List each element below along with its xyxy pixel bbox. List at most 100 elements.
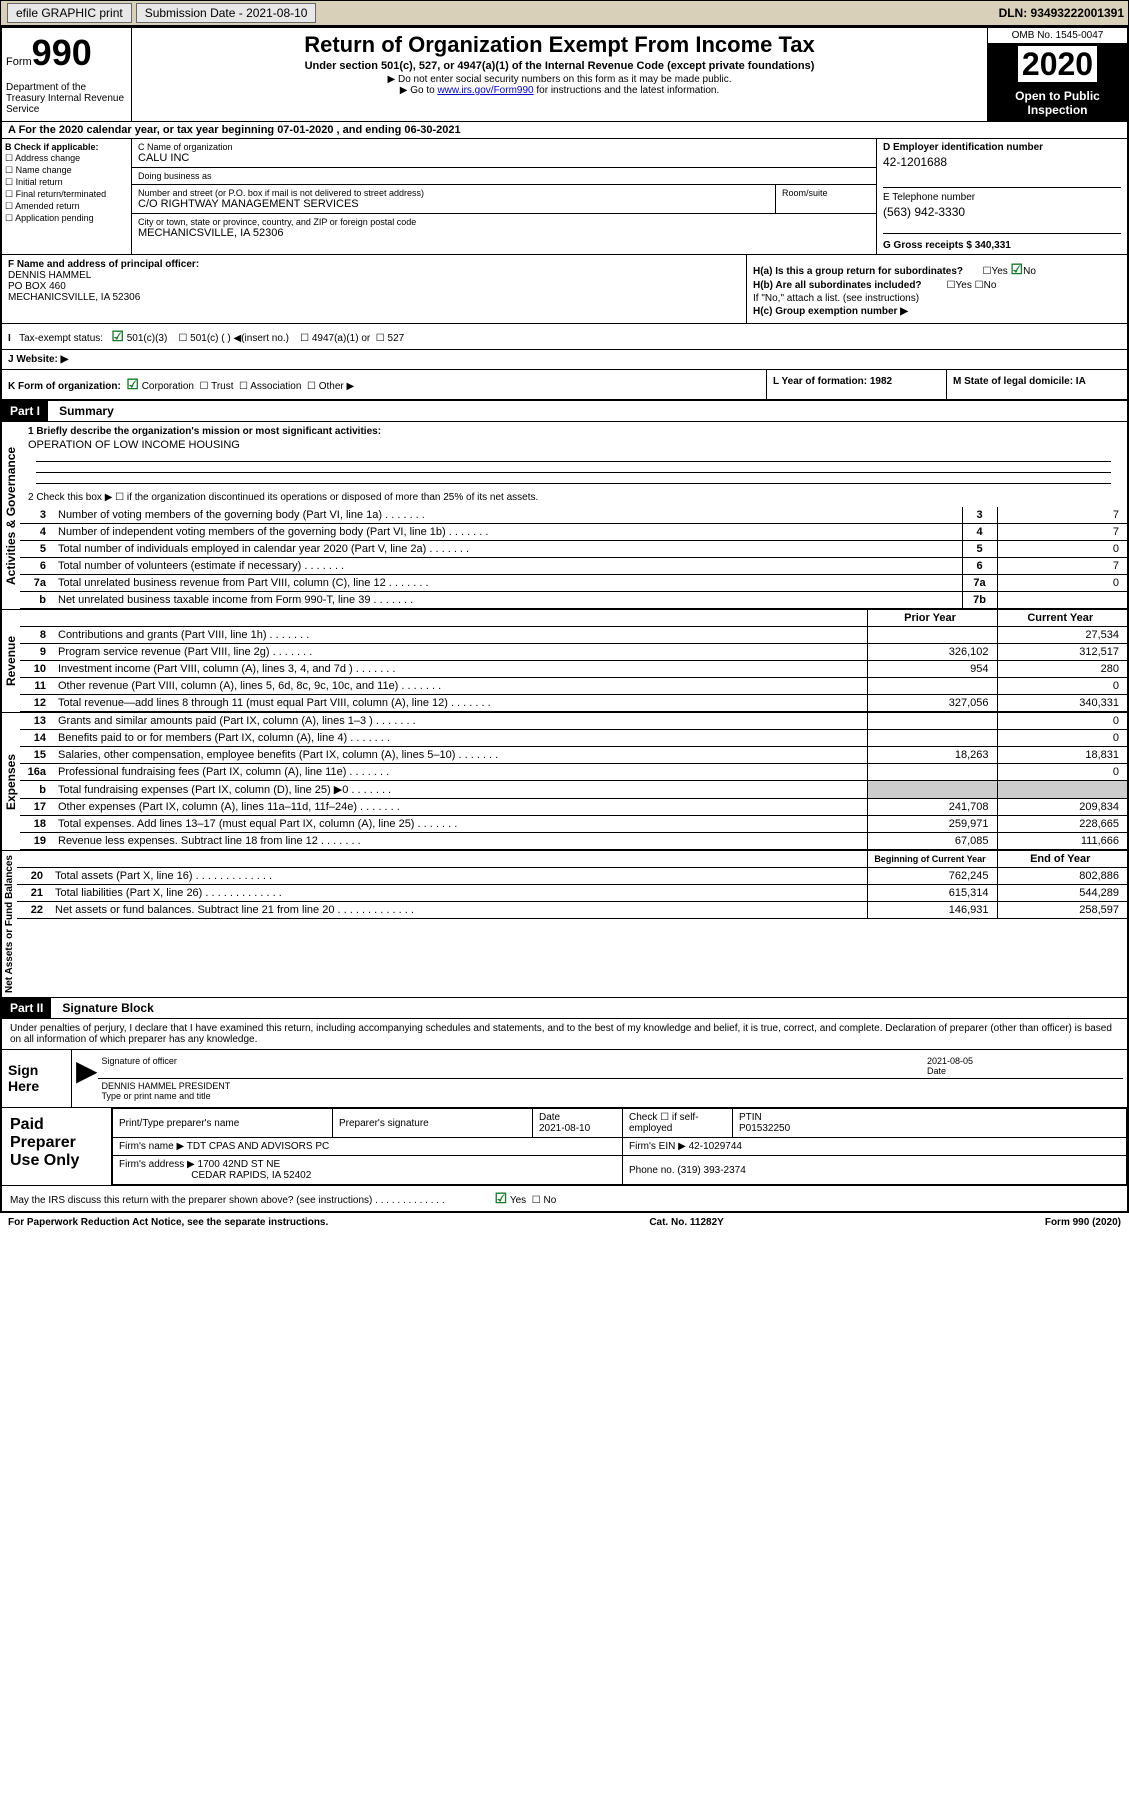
section-b-row: B Check if applicable: ☐ Address change … (2, 139, 1127, 255)
mission-box: 1 Briefly describe the organization's mi… (20, 422, 1127, 488)
ein-value: 42-1201688 (883, 155, 1121, 169)
officer-label: F Name and address of principal officer: (8, 259, 199, 270)
gross-box: G Gross receipts $ 340,331 (883, 234, 1121, 251)
part2-bar: Part II Signature Block (2, 998, 1127, 1019)
street-label: Number and street (or P.O. box if mail i… (138, 188, 424, 198)
form-org-box: K Form of organization: ☑ Corporation ☐ … (2, 370, 767, 399)
submission-date-button[interactable]: Submission Date - 2021-08-10 (136, 3, 317, 23)
paid-preparer-row: Paid Preparer Use Only Print/Type prepar… (2, 1108, 1127, 1185)
sig-name-box: DENNIS HAMMEL PRESIDENT Type or print na… (98, 1079, 1123, 1103)
firm-phone-cell: Phone no. (319) 393-2374 (623, 1156, 1127, 1185)
hb-line: H(b) Are all subordinates included? ☐Yes… (753, 280, 1121, 291)
sign-here-body: ▶ Signature of officer 2021-08-05 Date D… (72, 1050, 1127, 1107)
footer-left: For Paperwork Reduction Act Notice, see … (8, 1217, 328, 1228)
tel-box: E Telephone number (563) 942-3330 (883, 188, 1121, 234)
room-label: Room/suite (782, 188, 828, 198)
officer-box: F Name and address of principal officer:… (2, 255, 747, 323)
revenue-table: Prior YearCurrent Year8Contributions and… (20, 610, 1127, 712)
dln-label: DLN: 93493222001391 (999, 6, 1124, 20)
col-c: C Name of organization CALU INC Doing bu… (132, 139, 877, 254)
firm-ein-cell: Firm's EIN ▶ 42-1029744 (623, 1138, 1127, 1156)
city-label: City or town, state or province, country… (138, 217, 416, 227)
sig-name-label: Type or print name and title (102, 1091, 211, 1101)
website-label: J Website: ▶ (8, 354, 68, 365)
tax-status-row: I Tax-exempt status: ☑ 501(c)(3) ☐ 501(c… (2, 324, 1127, 350)
chk-amended-return[interactable]: ☐ Amended return (5, 201, 128, 212)
prep-check-cell: Check ☐ if self-employed (623, 1109, 733, 1138)
chk-address-change[interactable]: ☐ Address change (5, 153, 128, 164)
vert-expenses: Expenses (2, 713, 20, 850)
ha-line: H(a) Is this a group return for subordin… (753, 261, 1121, 278)
page-footer: For Paperwork Reduction Act Notice, see … (0, 1213, 1129, 1232)
sig-officer-line: Signature of officer (98, 1054, 923, 1079)
mission-value: OPERATION OF LOW INCOME HOUSING (28, 439, 1119, 451)
hc-line: H(c) Group exemption number ▶ (753, 306, 1121, 317)
line2-box: 2 Check this box ▶ ☐ if the organization… (20, 488, 1127, 507)
ein-box: D Employer identification number 42-1201… (883, 142, 1121, 188)
irs-discuss-row: May the IRS discuss this return with the… (2, 1185, 1127, 1211)
chk-initial-return[interactable]: ☐ Initial return (5, 177, 128, 188)
org-name-box: C Name of organization CALU INC (132, 139, 876, 168)
firm-addr-cell: Firm's address ▶ 1700 42ND ST NE CEDAR R… (113, 1156, 623, 1185)
efile-button[interactable]: efile GRAPHIC print (7, 3, 132, 23)
ein-label: D Employer identification number (883, 142, 1043, 153)
line-a: A For the 2020 calendar year, or tax yea… (2, 122, 1127, 139)
form-subtitle: Under section 501(c), 527, or 4947(a)(1)… (136, 60, 983, 72)
street-value: C/O RIGHTWAY MANAGEMENT SERVICES (138, 198, 359, 210)
form-number: 990 (32, 32, 92, 73)
street-box: Number and street (or P.O. box if mail i… (132, 185, 776, 214)
city-value: MECHANICSVILLE, IA 52306 (138, 227, 284, 239)
org-name-label: C Name of organization (138, 142, 233, 152)
expenses-section: Expenses 13Grants and similar amounts pa… (2, 713, 1127, 851)
chk-name-change[interactable]: ☐ Name change (5, 165, 128, 176)
dba-label: Doing business as (138, 171, 212, 181)
city-box: City or town, state or province, country… (132, 214, 876, 242)
revenue-section: Revenue Prior YearCurrent Year8Contribut… (2, 610, 1127, 713)
status-label: Tax-exempt status: (19, 333, 103, 344)
sig-date-label: Date (927, 1066, 946, 1076)
h-section: H(a) Is this a group return for subordin… (747, 255, 1127, 323)
dept-label: Department of the Treasury Internal Reve… (6, 82, 127, 115)
arrow-icon: ▶ (76, 1055, 98, 1086)
year-formation: L Year of formation: 1982 (767, 370, 947, 399)
footer-mid: Cat. No. 11282Y (649, 1217, 723, 1228)
tax-year: 2020 (1018, 46, 1097, 82)
sig-name: DENNIS HAMMEL PRESIDENT (102, 1081, 231, 1091)
header-line2: ▶ Go to www.irs.gov/Form990 for instruct… (136, 85, 983, 96)
officer-addr1: PO BOX 460 (8, 281, 66, 292)
prep-date-cell: Date2021-08-10 (533, 1109, 623, 1138)
top-toolbar: efile GRAPHIC print Submission Date - 20… (0, 0, 1129, 26)
expenses-table: 13Grants and similar amounts paid (Part … (20, 713, 1127, 850)
netassets-table: Beginning of Current YearEnd of Year20To… (17, 851, 1127, 919)
paid-preparer-label: Paid Preparer Use Only (2, 1108, 112, 1185)
sig-date-box: 2021-08-05 Date (923, 1054, 1123, 1079)
part2-title: Signature Block (54, 998, 161, 1018)
chk-application-pending[interactable]: ☐ Application pending (5, 213, 128, 224)
preparer-table: Print/Type preparer's name Preparer's si… (112, 1108, 1127, 1185)
room-box: Room/suite (776, 185, 876, 214)
sig-date: 2021-08-05 (927, 1056, 973, 1066)
footer-right: Form 990 (2020) (1045, 1217, 1121, 1228)
paid-preparer-body: Print/Type preparer's name Preparer's si… (112, 1108, 1127, 1185)
header-center: Return of Organization Exempt From Incom… (132, 28, 987, 121)
vert-activities: Activities & Governance (2, 422, 20, 609)
tax-year-box: 2020 (988, 44, 1127, 85)
part1-bar: Part I Summary (2, 401, 1127, 422)
mission-label: 1 Briefly describe the organization's mi… (28, 426, 381, 437)
dba-box: Doing business as (132, 168, 876, 185)
chk-final-return[interactable]: ☐ Final return/terminated (5, 189, 128, 200)
officer-name: DENNIS HAMMEL (8, 270, 91, 281)
status-527: 527 (388, 333, 405, 344)
line2-pre: ▶ Go to (400, 85, 438, 96)
sign-here-label: Sign Here (2, 1050, 72, 1107)
ptin-cell: PTINP01532250 (733, 1109, 1127, 1138)
row-f: F Name and address of principal officer:… (2, 255, 1127, 324)
irs-link[interactable]: www.irs.gov/Form990 (437, 85, 533, 96)
col-d: D Employer identification number 42-1201… (877, 139, 1127, 254)
header-right: OMB No. 1545-0047 2020 Open to Public In… (987, 28, 1127, 121)
hb2-line: If "No," attach a list. (see instruction… (753, 293, 1121, 304)
header-row: Form990 Department of the Treasury Inter… (2, 28, 1127, 122)
prep-sig-cell: Preparer's signature (333, 1109, 533, 1138)
omb-number: OMB No. 1545-0047 (988, 28, 1127, 44)
governance-table: 3Number of voting members of the governi… (20, 507, 1127, 609)
